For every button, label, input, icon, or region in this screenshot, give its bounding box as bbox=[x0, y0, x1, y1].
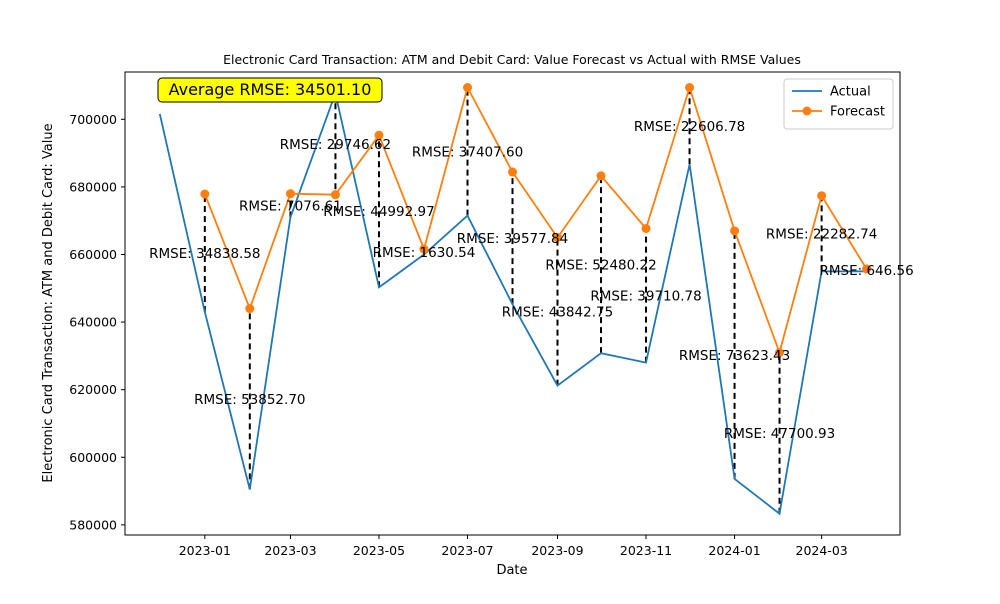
forecast-point bbox=[862, 264, 872, 274]
forecast-point bbox=[817, 191, 827, 201]
forecast-point bbox=[463, 83, 473, 93]
rmse-label: RMSE: 39710.78 bbox=[590, 289, 701, 305]
plot-frame bbox=[124, 71, 901, 536]
forecast-point bbox=[685, 83, 695, 93]
x-axis-label: Date bbox=[496, 563, 527, 578]
legend-label: Forecast bbox=[830, 105, 885, 120]
rmse-label: RMSE: 43842.75 bbox=[502, 305, 613, 321]
x-tick-label: 2023-09 bbox=[531, 543, 583, 558]
rmse-label: RMSE: 1630.54 bbox=[373, 245, 476, 261]
x-tick-label: 2024-03 bbox=[796, 543, 848, 558]
forecast-point bbox=[200, 189, 210, 199]
legend: Actual Forecast bbox=[783, 78, 894, 130]
rmse-label: RMSE: 646.56 bbox=[820, 263, 914, 279]
x-tick-label: 2023-03 bbox=[264, 543, 316, 558]
forecast-point bbox=[374, 130, 384, 140]
rmse-label: RMSE: 52480.22 bbox=[545, 257, 656, 273]
forecast-point bbox=[641, 223, 651, 233]
chart-title: Electronic Card Transaction: ATM and Deb… bbox=[223, 52, 801, 67]
forecast-point bbox=[775, 348, 785, 358]
y-tick-label: 600000 bbox=[69, 450, 117, 465]
rmse-annotations: RMSE: 34838.58 RMSE: 53852.70 RMSE: 7076.6… bbox=[149, 119, 914, 442]
y-tick-label: 700000 bbox=[69, 112, 117, 127]
y-axis-ticks: 580000 600000 620000 640000 660000 680000 7000… bbox=[69, 112, 125, 532]
rmse-label: RMSE: 7076.61 bbox=[239, 198, 342, 214]
rmse-label: RMSE: 34838.58 bbox=[149, 246, 260, 262]
average-rmse-background bbox=[157, 77, 383, 103]
x-tick-label: 2023-11 bbox=[620, 543, 672, 558]
legend-label: Actual bbox=[830, 85, 871, 100]
series-line-forecast bbox=[203, 84, 868, 356]
forecast-point bbox=[419, 244, 429, 254]
rmse-label: RMSE: 22282.74 bbox=[766, 227, 877, 243]
rmse-label: RMSE: 44992.97 bbox=[323, 204, 434, 220]
rmse-label: RMSE: 47700.93 bbox=[724, 426, 835, 442]
x-axis-ticks: 2023-01 2023-03 2023-05 2023-07 2023-09 2023-… bbox=[179, 535, 848, 558]
y-tick-label: 580000 bbox=[69, 517, 117, 532]
forecast-point bbox=[245, 304, 255, 314]
rmse-label: RMSE: 29746.62 bbox=[280, 137, 391, 153]
rmse-label: RMSE: 73623.43 bbox=[679, 348, 790, 364]
rmse-label: RMSE: 39577.84 bbox=[457, 231, 568, 247]
y-tick-label: 680000 bbox=[69, 179, 117, 194]
forecast-point bbox=[285, 189, 295, 199]
y-tick-label: 620000 bbox=[69, 382, 117, 397]
legend-marker bbox=[802, 106, 812, 116]
y-axis-label: Electronic Card Transaction: ATM and Deb… bbox=[41, 123, 56, 482]
rmse-label: RMSE: 22606.78 bbox=[634, 119, 745, 135]
forecast-point bbox=[552, 233, 562, 243]
rmse-label: RMSE: 37407.60 bbox=[412, 145, 523, 161]
forecast-point bbox=[596, 171, 606, 181]
rmse-label: RMSE: 53852.70 bbox=[194, 392, 305, 408]
x-tick-label: 2024-01 bbox=[708, 543, 760, 558]
forecast-point bbox=[508, 167, 517, 177]
series-lines bbox=[158, 84, 868, 516]
forecast-point bbox=[330, 190, 340, 200]
x-tick-label: 2023-05 bbox=[353, 543, 405, 558]
y-tick-label: 640000 bbox=[69, 315, 117, 330]
average-rmse-box: Average RMSE: 34501.10 bbox=[157, 77, 383, 103]
x-tick-label: 2023-07 bbox=[441, 543, 493, 558]
average-rmse-label: Average RMSE: 34501.10 bbox=[169, 80, 372, 99]
y-tick-label: 660000 bbox=[69, 247, 117, 262]
forecast-markers bbox=[200, 83, 872, 358]
x-tick-label: 2023-01 bbox=[179, 543, 231, 558]
series-line-actual bbox=[158, 90, 867, 516]
forecast-point bbox=[730, 226, 740, 236]
